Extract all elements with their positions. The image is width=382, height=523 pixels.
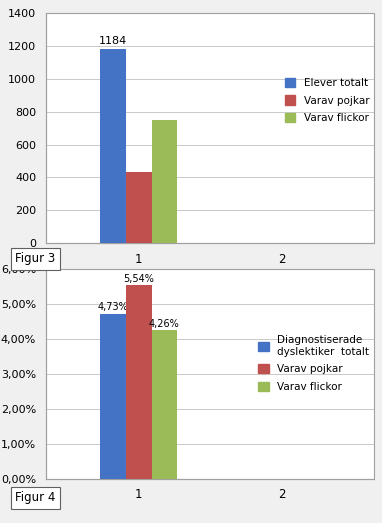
Text: 1184: 1184 xyxy=(99,36,127,46)
Bar xyxy=(126,286,152,479)
Bar xyxy=(46,269,374,479)
Bar xyxy=(152,330,177,479)
Text: Figur 4: Figur 4 xyxy=(15,492,56,504)
Bar xyxy=(126,172,152,243)
Bar xyxy=(46,13,374,243)
Text: Figur 3: Figur 3 xyxy=(15,253,55,265)
Legend: Diagnostiserade
dyslektiker  totalt, Varav pojkar, Varav flickor: Diagnostiserade dyslektiker totalt, Vara… xyxy=(258,335,369,392)
Bar xyxy=(100,314,126,479)
Bar xyxy=(152,120,177,243)
Text: 4,73%: 4,73% xyxy=(97,302,128,312)
Bar xyxy=(100,49,126,243)
Text: 5,54%: 5,54% xyxy=(123,274,154,284)
Text: 4,26%: 4,26% xyxy=(149,319,180,328)
Legend: Elever totalt, Varav pojkar, Varav flickor: Elever totalt, Varav pojkar, Varav flick… xyxy=(285,78,369,123)
